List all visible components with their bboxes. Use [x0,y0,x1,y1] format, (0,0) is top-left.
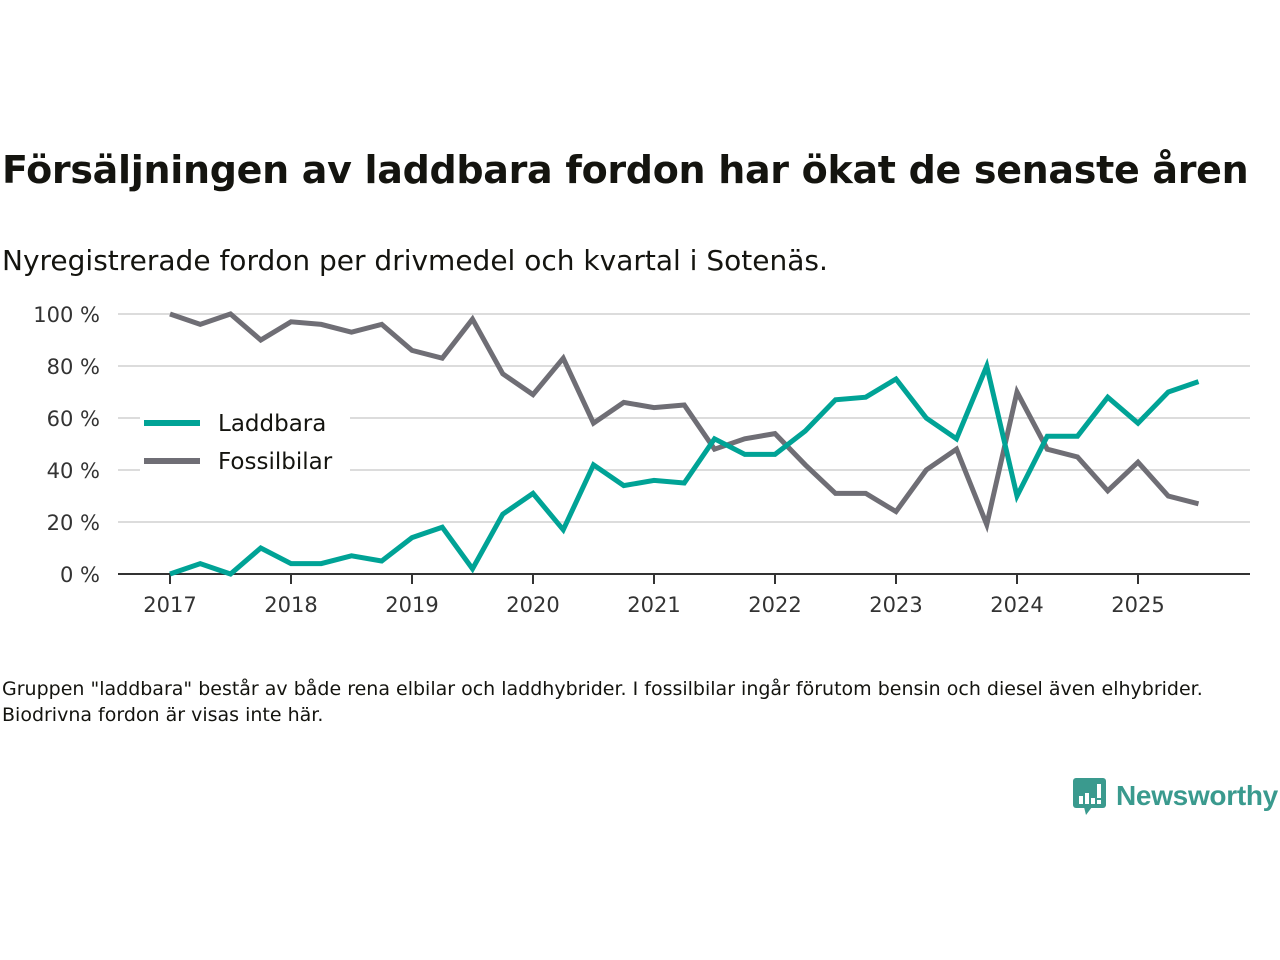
y-tick-label: 60 % [47,407,100,431]
series-line-laddbara[interactable] [169,357,1200,577]
chart-subtitle: Nyregistrerade fordon per drivmedel och … [2,244,828,277]
legend-label[interactable]: Laddbara [218,411,326,437]
legend-label[interactable]: Fossilbilar [218,449,333,475]
series-lines [169,311,1200,577]
y-tick-label: 20 % [47,511,100,535]
line-chart: 0 % 20 % 40 % 60 % 80 % 100 % 2017 2018 2019 202… [33,303,1250,617]
newsworthy-logo-icon [1073,778,1106,815]
series-line-fossilbilar[interactable] [169,311,1200,533]
x-tick-label: 2024 [990,593,1043,617]
x-tick-label: 2018 [264,593,317,617]
y-axis: 0 % 20 % 40 % 60 % 80 % 100 % [33,303,100,587]
newsworthy-logo[interactable]: Newsworthy [1072,776,1278,816]
legend: Laddbara Fossilbilar [140,402,350,480]
x-tick-label: 2019 [385,593,438,617]
x-tick-label: 2025 [1111,593,1164,617]
brand-name: Newsworthy [1116,780,1278,811]
x-tick-label: 2023 [869,593,922,617]
y-tick-label: 80 % [47,355,100,379]
legend-background [140,402,350,480]
y-tick-label: 0 % [60,563,100,587]
footnote: Gruppen "laddbara" består av både rena e… [2,678,1203,726]
x-tick-label: 2022 [748,593,801,617]
x-tick-label: 2017 [143,593,196,617]
chart-title: Försäljningen av laddbara fordon har öka… [2,148,1249,192]
y-tick-label: 40 % [47,459,100,483]
x-tick-label: 2020 [506,593,559,617]
x-tick-label: 2021 [627,593,680,617]
x-axis: 2017 2018 2019 2020 2021 2022 2023 2024 2025 [118,573,1250,617]
y-tick-label: 100 % [33,303,100,327]
